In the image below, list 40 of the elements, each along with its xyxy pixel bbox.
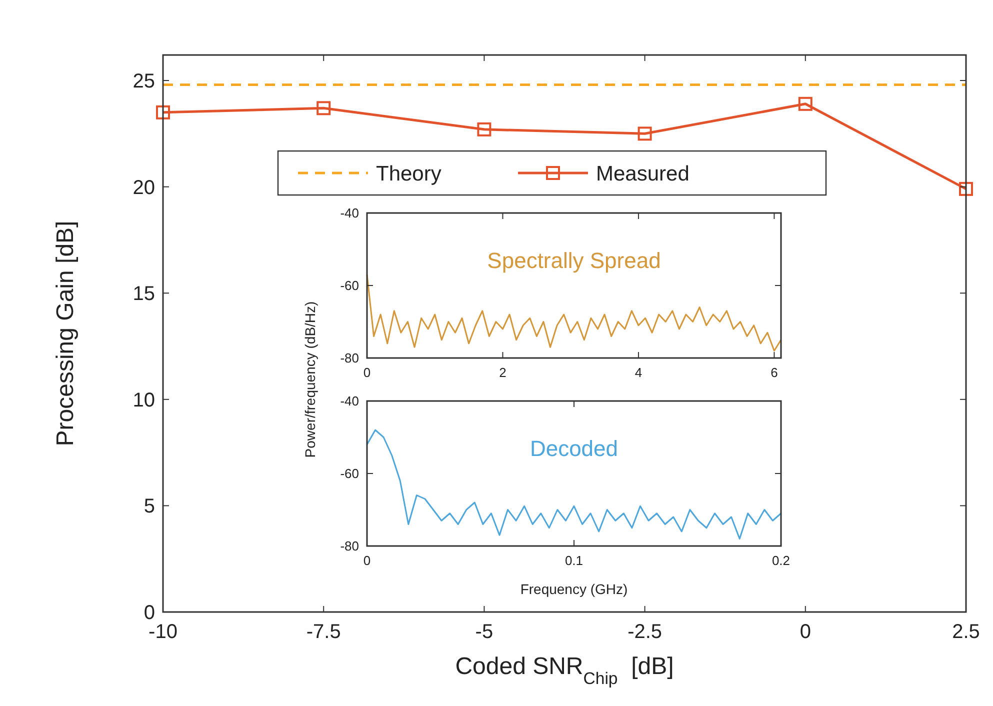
y-axis-title: Processing Gain [dB] — [52, 220, 79, 446]
y-tick-label: -40 — [340, 394, 359, 409]
y-tick-label: -80 — [340, 350, 359, 366]
x-tick-label: 0 — [363, 553, 371, 568]
y-tick-label: 15 — [132, 283, 155, 306]
x-tick-label: -5 — [475, 621, 494, 643]
y-tick-label: -40 — [340, 206, 359, 221]
y-tick-label: 20 — [132, 176, 155, 199]
x-tick-label: 0.1 — [564, 553, 584, 568]
legend-label: Theory — [376, 162, 442, 186]
x-tick-label: -10 — [148, 621, 178, 643]
y-tick-label: 25 — [132, 70, 155, 93]
x-tick-label: 2.5 — [952, 621, 980, 643]
x-axis-title: Coded SNR$_{Chip}$ [dB] — [455, 653, 674, 688]
line-series — [366, 429, 782, 540]
y-tick-label: -60 — [340, 278, 359, 294]
x-tick-label: 0.2 — [772, 553, 790, 568]
annotation: Decoded — [530, 436, 618, 461]
y-tick-label: 5 — [144, 496, 155, 518]
point — [477, 122, 492, 136]
y-tick-label: 10 — [132, 389, 155, 412]
y-tick-label: -60 — [340, 466, 359, 482]
x-tick-label: 0 — [363, 365, 371, 380]
y-axis-title: Power/frequency (dB/Hz) — [302, 301, 318, 458]
x-tick-label: 2 — [499, 365, 506, 380]
x-tick-label: 6 — [770, 365, 778, 380]
point — [798, 96, 812, 111]
legend-label: Measured — [596, 162, 690, 186]
point — [638, 126, 652, 141]
x-tick-label: -7.5 — [306, 621, 341, 643]
annotation: Spectrally Spread — [487, 248, 661, 273]
point — [316, 101, 331, 116]
x-tick-label: 4 — [634, 365, 642, 380]
point — [156, 105, 170, 120]
x-axis-title: Frequency (GHz) — [520, 581, 628, 597]
y-tick-label: -80 — [340, 538, 359, 554]
x-tick-label: -2.5 — [628, 621, 662, 643]
point — [959, 182, 973, 196]
y-tick-label: 0 — [144, 602, 155, 624]
x-tick-label: 0 — [800, 621, 811, 643]
